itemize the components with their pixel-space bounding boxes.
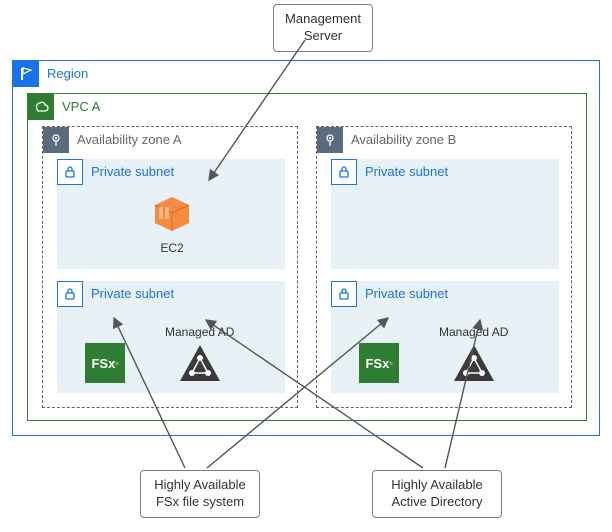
- service-row: FSx▫ Managed AD: [359, 325, 508, 386]
- ec2-icon: [151, 193, 193, 235]
- private-subnet-a2: Private subnet FSx▫ Managed AD: [57, 281, 285, 393]
- az-a-label: Availability zone A: [77, 132, 182, 147]
- ad-label: Managed AD: [439, 325, 508, 341]
- callout-management-server: ManagementServer: [273, 4, 373, 52]
- lock-icon: [57, 281, 83, 307]
- vpc-label: VPC A: [62, 99, 100, 114]
- fsx-icon: FSx▫: [85, 343, 125, 383]
- region-icon: [13, 61, 39, 87]
- subnet-label: Private subnet: [365, 164, 448, 179]
- service-row: FSx▫ Managed AD: [85, 325, 234, 386]
- fsx-service: FSx▫: [85, 325, 125, 383]
- ad-label: Managed AD: [165, 325, 234, 341]
- subnet-label: Private subnet: [365, 286, 448, 301]
- ec2-instance: EC2: [151, 193, 193, 255]
- callout-text: ManagementServer: [285, 11, 361, 43]
- az-icon: [43, 127, 69, 153]
- lock-icon: [331, 281, 357, 307]
- callout-ha-fsx: Highly AvailableFSx file system: [140, 470, 260, 518]
- vpc-icon: [28, 94, 54, 120]
- callout-ha-ad: Highly AvailableActive Directory: [372, 470, 502, 518]
- subnet-label: Private subnet: [91, 286, 174, 301]
- az-b-label: Availability zone B: [351, 132, 456, 147]
- private-subnet-a1: Private subnet EC2: [57, 159, 285, 269]
- vpc-container: VPC A Availability zone A Pri: [27, 93, 587, 421]
- availability-zone-b: Availability zone B Private subnet: [316, 126, 572, 408]
- lock-icon: [57, 159, 83, 185]
- availability-zone-a: Availability zone A Private subnet: [42, 126, 298, 408]
- fsx-icon: FSx▫: [359, 343, 399, 383]
- az-icon: [317, 127, 343, 153]
- ad-icon: [452, 343, 496, 386]
- callout-text: Highly AvailableFSx file system: [154, 477, 246, 509]
- managed-ad-service: Managed AD: [439, 325, 508, 386]
- region-label: Region: [47, 66, 88, 81]
- fsx-service: FSx▫: [359, 325, 399, 383]
- region-container: Region VPC A Availability zone A: [12, 60, 600, 436]
- callout-text: Highly AvailableActive Directory: [391, 477, 483, 509]
- subnet-label: Private subnet: [91, 164, 174, 179]
- private-subnet-b1: Private subnet: [331, 159, 559, 269]
- private-subnet-b2: Private subnet FSx▫ Managed AD: [331, 281, 559, 393]
- ad-icon: [178, 343, 222, 386]
- lock-icon: [331, 159, 357, 185]
- managed-ad-service: Managed AD: [165, 325, 234, 386]
- ec2-label: EC2: [151, 241, 193, 255]
